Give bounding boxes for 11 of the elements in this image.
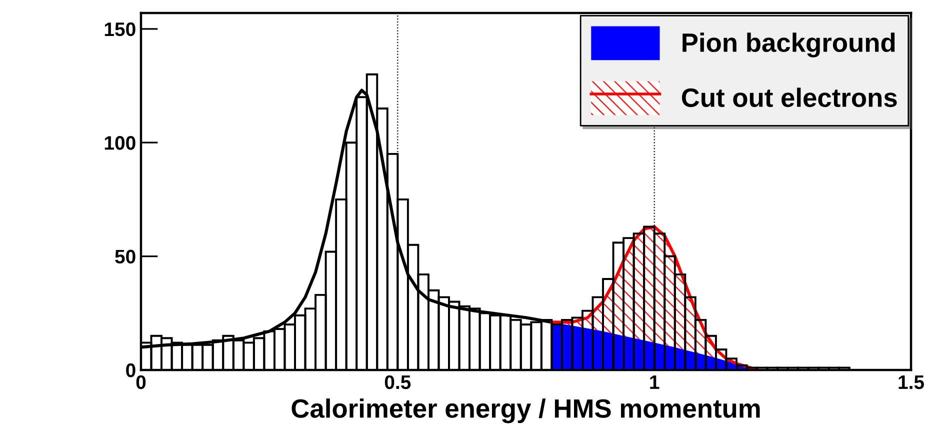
legend-label: Pion background (682, 32, 895, 58)
y-tick-label: 100 (104, 136, 136, 150)
x-tick-label: 0 (136, 375, 146, 390)
y-tick-label: 150 (104, 22, 136, 36)
x-tick-label: 0.5 (384, 375, 411, 390)
x-tick-label: 1.5 (898, 376, 924, 390)
x-axis-title: Calorimeter energy / HMS momentum (292, 398, 760, 424)
y-tick-label: 0 (126, 363, 136, 378)
y-tick-label: 50 (115, 250, 136, 264)
legend-label: Cut out electrons (682, 88, 897, 108)
x-tick-label: 1 (650, 376, 660, 389)
